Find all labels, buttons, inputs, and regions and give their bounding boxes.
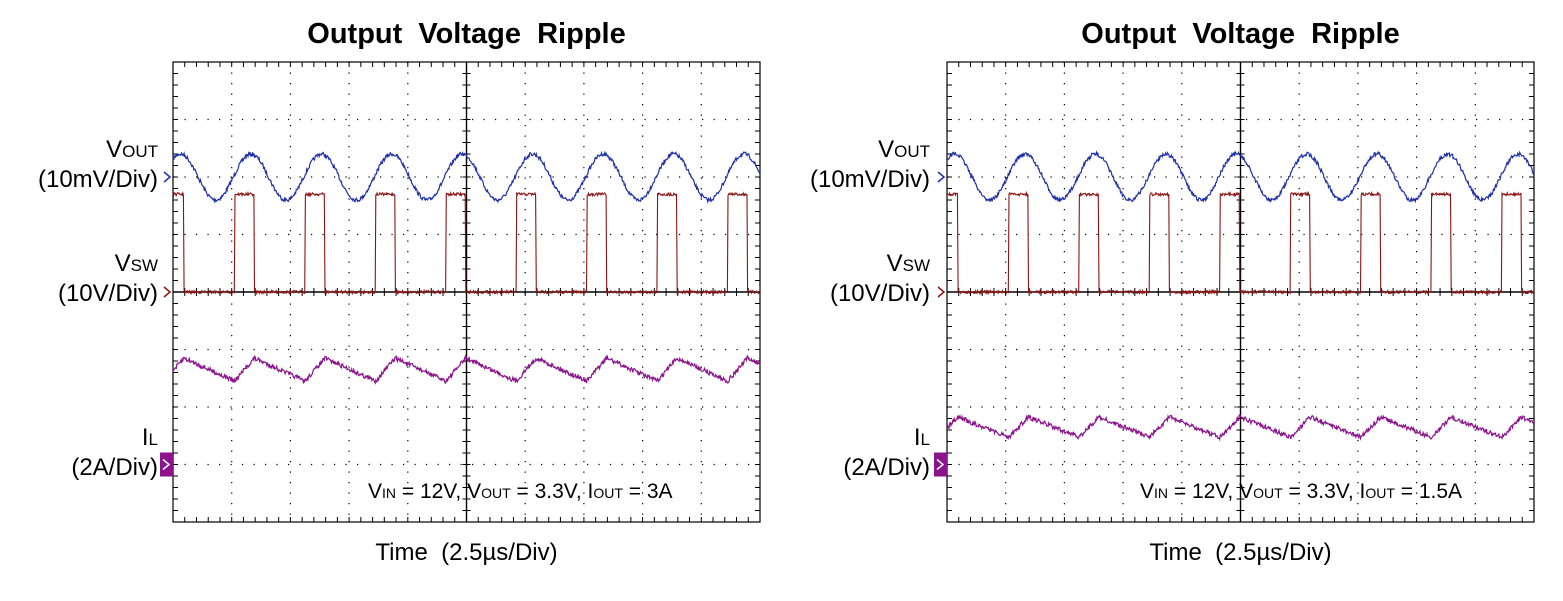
vout-scale-label: (10mV/Div)	[37, 166, 158, 193]
vsw-name-sub: SW	[902, 256, 930, 275]
vout-name: V	[106, 136, 123, 163]
vsw-scale-label: (10V/Div)	[829, 280, 930, 307]
vsw-trace	[172, 190, 761, 296]
il-scale-label: (2A/Div)	[71, 454, 158, 481]
il-marker	[936, 458, 945, 471]
vout-trace	[947, 150, 1535, 204]
x-axis-label: Time (2.5µs/Div)	[375, 539, 558, 566]
il-marker-bg	[160, 452, 173, 477]
vout-marker	[163, 171, 172, 183]
vout-name-sub: OUT	[122, 142, 158, 161]
vsw-channel-label: VSW (10V/Div)	[774, 250, 930, 308]
il-name-sub: L	[920, 430, 930, 449]
test-conditions: VIN = 12V, VOUT = 3.3V, IOUT = 3A	[368, 480, 673, 503]
il-channel-label: IL (2A/Div)	[774, 424, 930, 482]
il-marker-bg	[934, 452, 947, 477]
il-name: I	[913, 424, 921, 451]
vsw-name: V	[886, 250, 903, 277]
vsw-trace	[946, 190, 1535, 296]
il-name: I	[141, 424, 149, 451]
vsw-scale-label: (10V/Div)	[57, 280, 158, 307]
vout-trace	[172, 150, 761, 205]
vsw-marker	[163, 286, 172, 298]
scope-panel-right: Output Voltage Ripple VOUT (10mV/Div) VS…	[774, 0, 1563, 601]
il-scale-label: (2A/Div)	[843, 454, 930, 481]
scope-plot	[934, 61, 1535, 523]
x-axis-label: Time (2.5µs/Div)	[1149, 539, 1332, 566]
scope-panel-left: Output Voltage Ripple VOUT (10mV/Div) VS…	[0, 0, 780, 601]
vout-scale-label: (10mV/Div)	[809, 166, 930, 193]
vout-channel-label: VOUT (10mV/Div)	[0, 136, 158, 194]
vout-name-sub: OUT	[894, 142, 930, 161]
scope-plot	[160, 61, 761, 523]
il-trace	[946, 414, 1535, 442]
vout-name: V	[878, 136, 895, 163]
chart-title: Output Voltage Ripple	[307, 18, 626, 50]
test-conditions: VIN = 12V, VOUT = 3.3V, IOUT = 1.5A	[1140, 480, 1463, 503]
il-trace	[172, 354, 761, 385]
vout-channel-label: VOUT (10mV/Div)	[774, 136, 930, 194]
vsw-marker	[937, 286, 946, 298]
vsw-channel-label: VSW (10V/Div)	[0, 250, 158, 308]
vsw-name: V	[114, 250, 131, 277]
chart-title: Output Voltage Ripple	[1081, 18, 1400, 50]
vsw-name-sub: SW	[130, 256, 158, 275]
il-marker	[162, 458, 171, 471]
il-channel-label: IL (2A/Div)	[0, 424, 158, 482]
vout-marker	[937, 171, 946, 183]
il-name-sub: L	[148, 430, 158, 449]
